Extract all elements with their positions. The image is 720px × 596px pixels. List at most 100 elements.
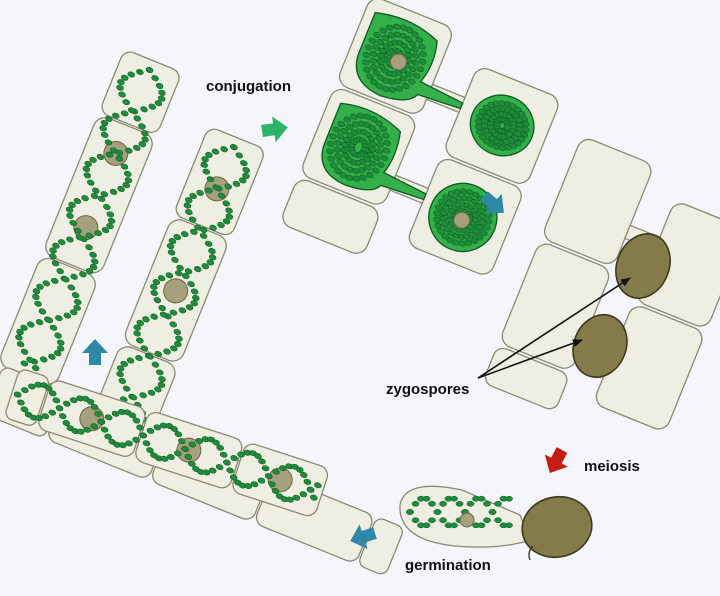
chloroplast-lobe bbox=[132, 417, 141, 424]
chloroplast-lobe bbox=[375, 135, 383, 142]
chloroplast-lobe bbox=[439, 500, 447, 507]
chloroplast-lobe bbox=[184, 453, 193, 460]
chloroplast-lobe bbox=[58, 413, 67, 420]
chloroplast-lobe bbox=[90, 423, 98, 430]
chloroplast-lobe bbox=[170, 345, 178, 352]
chloroplast-lobe bbox=[279, 465, 287, 472]
chloroplast-lobe bbox=[208, 248, 216, 255]
chloroplast-lobe bbox=[492, 143, 501, 150]
chloroplast-lobe bbox=[477, 495, 486, 502]
chloroplast-lobe bbox=[39, 356, 48, 363]
chloroplast-lobe bbox=[381, 34, 390, 41]
chloroplast-lobe bbox=[220, 146, 228, 153]
chloroplast-lobe bbox=[383, 140, 391, 147]
chloroplast-lobe bbox=[477, 207, 485, 214]
chloroplast-lobe bbox=[55, 315, 63, 322]
chloroplast-mass bbox=[326, 112, 391, 182]
chloroplast-lobe bbox=[112, 112, 120, 119]
chloroplast-lobe bbox=[380, 155, 389, 162]
chloroplast-lobe bbox=[462, 233, 471, 240]
chloroplast-lobe bbox=[433, 509, 442, 515]
chloroplast-lobe bbox=[66, 212, 74, 219]
chloroplast-lobe bbox=[470, 237, 478, 244]
zygospore-pointer-arrow bbox=[477, 277, 631, 379]
chloroplast-lobe bbox=[229, 474, 238, 481]
chloroplast-lobe bbox=[117, 185, 125, 193]
chloroplast-lobe bbox=[372, 129, 381, 136]
chloroplast-lobe bbox=[94, 230, 102, 237]
chloroplast-lobe bbox=[478, 133, 487, 140]
chloroplast-lobe bbox=[345, 174, 354, 181]
chloroplast-lobe bbox=[350, 113, 358, 120]
chloroplast-lobe bbox=[332, 126, 341, 133]
chloroplast-lobe bbox=[438, 199, 446, 206]
chloroplast-lobe bbox=[412, 72, 421, 79]
chloroplast-lobe bbox=[36, 283, 44, 290]
cell-wall bbox=[484, 347, 568, 410]
chloroplast-lobe bbox=[169, 321, 177, 328]
chloroplast-lobe bbox=[77, 428, 85, 435]
chloroplast-lobe bbox=[402, 82, 410, 89]
chloroplast-lobe bbox=[474, 203, 483, 210]
chloroplast-lobe bbox=[17, 399, 25, 406]
chloroplast-lobe bbox=[382, 132, 390, 139]
chloroplast-lobe bbox=[200, 161, 208, 168]
chloroplast-lobe bbox=[209, 224, 217, 231]
chloroplast-lobe bbox=[136, 424, 144, 431]
chloroplast-lobe bbox=[154, 386, 162, 393]
chloroplast-lobe bbox=[122, 99, 130, 106]
chloroplast-lobe bbox=[257, 477, 266, 484]
chloroplast-lobe bbox=[399, 75, 408, 82]
chloroplast-lobe bbox=[272, 468, 280, 475]
chloroplast-lobe bbox=[422, 495, 431, 502]
chloroplast-lobe bbox=[157, 95, 166, 102]
rupture-line bbox=[528, 545, 534, 561]
chloroplast-lobe bbox=[376, 39, 385, 46]
chloroplast-lobe bbox=[223, 459, 231, 466]
chloroplast-lobe bbox=[212, 184, 220, 191]
chloroplast-lobe bbox=[97, 418, 106, 425]
chloroplast-lobe bbox=[264, 473, 273, 480]
chloroplast-lobe bbox=[215, 464, 224, 471]
chloroplast-lobe bbox=[150, 283, 158, 290]
chloroplast-lobe bbox=[387, 32, 396, 39]
chloroplast-lobe bbox=[104, 433, 112, 440]
chloroplast-lobe bbox=[336, 133, 345, 140]
chloroplast-lobe bbox=[73, 304, 81, 311]
chloroplast-lobe bbox=[334, 139, 342, 146]
chloroplast-lobe bbox=[124, 170, 132, 177]
chloroplast-lobe bbox=[156, 369, 164, 376]
chloroplast-lobe bbox=[176, 264, 184, 271]
chloroplast-lobe bbox=[146, 447, 154, 454]
chloroplast-lobe bbox=[475, 234, 484, 241]
chloroplast-lobe bbox=[208, 467, 217, 474]
chloroplast-lobe bbox=[372, 44, 381, 51]
chloroplast-lobe bbox=[240, 160, 248, 167]
chloroplast-lobe bbox=[69, 397, 78, 404]
chloroplast-lobe bbox=[230, 144, 238, 151]
chloroplast-lobe bbox=[340, 163, 349, 170]
chloroplast-lobe bbox=[368, 160, 377, 167]
chloroplast-lobe bbox=[106, 211, 115, 218]
chloroplast-lobe bbox=[42, 280, 51, 287]
chloroplast-lobe bbox=[393, 78, 402, 85]
chloroplast-lobe bbox=[62, 276, 70, 283]
chloroplast-lobe bbox=[105, 115, 113, 122]
chloroplast-lobe bbox=[178, 438, 186, 445]
chloroplast-lobe bbox=[505, 522, 513, 529]
chloroplast-lobe bbox=[106, 223, 114, 230]
chloroplast-lobe bbox=[363, 164, 372, 171]
chloroplast-lobe bbox=[100, 119, 109, 126]
chloroplast-lobe bbox=[66, 236, 74, 243]
chloroplast-lobe bbox=[212, 439, 220, 446]
chloroplast-lobe bbox=[141, 136, 149, 143]
chloroplast-lobe bbox=[411, 517, 420, 524]
chloroplast-lobe bbox=[292, 494, 301, 501]
chloroplast-lobe bbox=[116, 84, 124, 91]
chloroplast-lobe bbox=[363, 155, 371, 163]
chloroplast-lobe bbox=[372, 154, 381, 162]
chloroplast-lobe bbox=[173, 234, 182, 241]
chloroplast-lobe bbox=[133, 324, 141, 331]
chloroplast-lobe bbox=[412, 52, 420, 59]
chloroplast-lobe bbox=[416, 65, 425, 73]
